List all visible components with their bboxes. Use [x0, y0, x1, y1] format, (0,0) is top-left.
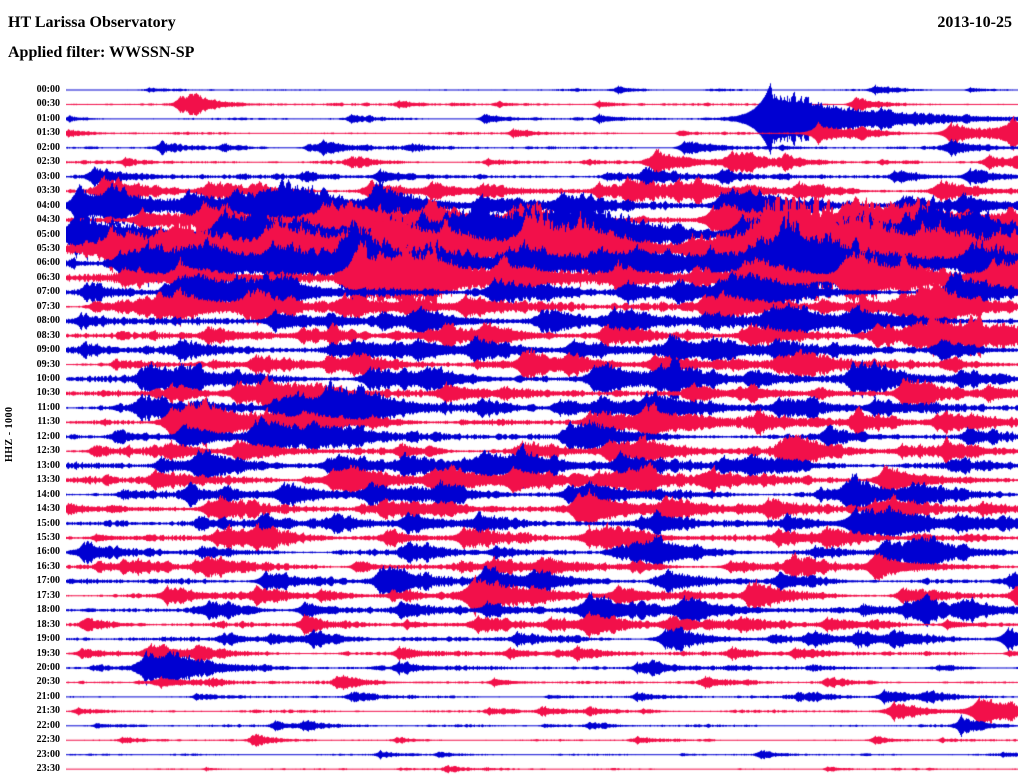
trace-time-label: 11:00 — [37, 401, 60, 413]
trace-time-label: 04:30 — [36, 214, 60, 226]
trace-time-label: 11:30 — [37, 416, 60, 428]
trace-time-label: 20:00 — [36, 662, 60, 673]
trace-time-label: 05:00 — [36, 228, 60, 240]
trace-time-label: 14:00 — [36, 488, 60, 500]
trace-time-label: 13:00 — [36, 459, 60, 471]
trace-time-label: 18:30 — [36, 618, 60, 630]
trace-time-label: 13:30 — [36, 474, 60, 486]
trace-time-label: 02:00 — [36, 141, 60, 153]
trace-time-label: 12:00 — [36, 430, 60, 442]
trace-time-label: 16:00 — [36, 546, 60, 558]
trace-time-label: 12:30 — [36, 445, 60, 457]
trace-time-label: 09:00 — [36, 344, 60, 356]
trace-time-label: 17:00 — [36, 575, 60, 587]
trace-time-label: 15:30 — [36, 531, 60, 543]
trace-time-label: 03:00 — [36, 170, 60, 182]
trace-time-label: 01:30 — [36, 127, 60, 139]
trace-time-label: 06:30 — [36, 271, 60, 283]
trace-time-label: 00:00 — [36, 84, 60, 95]
seismogram-canvas — [66, 0, 1018, 780]
trace-time-label: 21:00 — [36, 690, 60, 702]
trace-time-label: 14:30 — [36, 503, 60, 515]
trace-time-label: 07:00 — [36, 286, 60, 298]
trace-time-label: 04:00 — [36, 199, 60, 211]
trace-time-label: 17:30 — [36, 589, 60, 601]
trace-time-label: 15:00 — [36, 517, 60, 529]
trace-time-label: 19:00 — [36, 633, 60, 645]
trace-time-label: 05:30 — [36, 242, 60, 254]
trace-time-label: 07:30 — [36, 300, 60, 312]
trace-time-label: 22:30 — [36, 734, 60, 746]
trace-time-label: 20:30 — [36, 676, 60, 688]
trace-time-label: 08:00 — [36, 315, 60, 327]
trace-time-label: 19:30 — [36, 647, 60, 659]
trace-time-label: 22:00 — [36, 719, 60, 731]
trace-time-label: 18:00 — [36, 604, 60, 616]
trace-time-label: 00:30 — [36, 98, 60, 110]
trace-time-label: 16:30 — [36, 560, 60, 572]
trace-time-label: 23:30 — [36, 763, 60, 775]
trace-time-label: 08:30 — [36, 329, 60, 341]
time-axis: 00:00 00:30 01:00 01:30 02:00 02:30 03:00 03:30… — [0, 0, 62, 780]
trace-time-label: 02:30 — [36, 156, 60, 168]
trace-time-label: 10:30 — [36, 387, 60, 399]
trace-time-label: 03:30 — [36, 185, 60, 197]
trace-time-label: 01:00 — [36, 112, 60, 124]
trace-time-label: 10:00 — [36, 373, 60, 384]
trace-time-label: 23:00 — [36, 748, 60, 760]
trace-time-label: 09:30 — [36, 358, 60, 370]
trace-time-label: 06:00 — [36, 257, 60, 269]
trace-time-label: 21:30 — [36, 705, 60, 717]
